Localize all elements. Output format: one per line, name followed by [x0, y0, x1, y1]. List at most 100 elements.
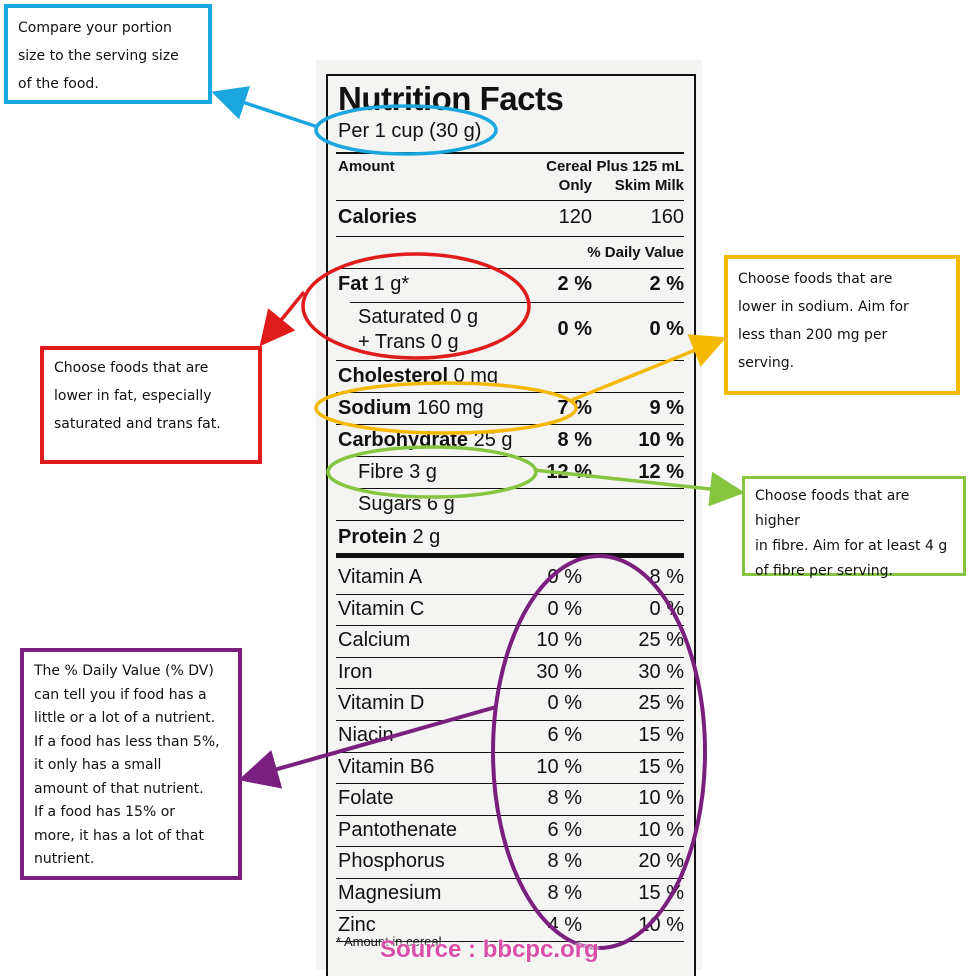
callout-line: If a food has 15% or	[34, 804, 176, 820]
col1-header-2: Only	[558, 177, 592, 194]
vitamin-milk-value: 10 %	[638, 818, 684, 841]
vitamin-name: Phosphorus	[338, 850, 445, 873]
sodium-callout: Choose foods that are lower in sodium. Ai…	[724, 255, 960, 395]
protein-row: Protein 2 g	[338, 526, 440, 549]
carbohydrate-amount: 25 g	[473, 429, 513, 451]
vitamin-cereal-value: 8 %	[547, 882, 582, 904]
vitamin-name: Iron	[338, 660, 373, 683]
carbohydrate-cereal: 8 %	[557, 429, 592, 451]
vitamin-cereal-value: 10 %	[536, 755, 582, 778]
callout-line: in fibre. Aim for at least 4 g	[755, 538, 948, 554]
divider	[336, 720, 684, 721]
serving-arrow	[211, 86, 319, 129]
vitamin-milk-value: 10 %	[638, 913, 684, 936]
divider	[336, 909, 684, 911]
divider	[336, 200, 684, 201]
serving-highlight	[314, 104, 498, 156]
callout-line: little or a lot of a nutrient.	[34, 710, 216, 726]
callout-line: nutrient.	[34, 851, 95, 867]
divider	[336, 593, 684, 595]
divider	[350, 302, 684, 303]
dv-callout: The % Daily Value (% DV) can tell you if …	[20, 648, 242, 880]
divider	[336, 236, 684, 237]
vitamin-milk-value: 25 %	[638, 629, 684, 652]
vitamin-name: Vitamin A	[338, 566, 423, 588]
divider	[336, 152, 684, 154]
fat-arrow	[259, 290, 306, 347]
nutrition-label: Nutrition Facts Per 1 cup (30 g) Amount …	[316, 60, 702, 976]
carbohydrate-milk: 10 %	[638, 429, 684, 451]
divider	[336, 520, 684, 521]
source-credit: Source : bbcpc.org	[380, 936, 599, 963]
callout-line: amount of that nutrient.	[34, 780, 204, 797]
vitamin-name: Zinc	[338, 913, 376, 936]
fibre-arrow	[533, 468, 745, 507]
fat-amount: 1 g*	[373, 273, 410, 295]
callout-line: Choose foods that are	[54, 360, 209, 376]
fat-highlight	[301, 252, 531, 360]
vitamin-milk-value: 15 %	[638, 755, 684, 778]
calories-label: Calories	[338, 206, 417, 228]
callout-line: can tell you if food has a	[34, 686, 207, 703]
sodium-arrow	[571, 334, 727, 402]
fat-row: Fat 1 g*	[338, 273, 409, 296]
vitamin-name: Magnesium	[338, 882, 442, 904]
callout-line: saturated and trans fat.	[54, 416, 221, 432]
vitamin-milk-value: 20 %	[638, 850, 684, 873]
daily-value-header: % Daily Value	[587, 244, 684, 261]
vitamin-cereal-value: 6 %	[547, 724, 582, 746]
calories-milk: 160	[650, 206, 684, 228]
vitamin-cereal-value: 8 %	[547, 850, 582, 873]
fibre-highlight	[326, 445, 538, 499]
callout-line: lower in sodium. Aim for	[738, 299, 909, 315]
fat-milk: 2 %	[649, 273, 684, 295]
callout-line: Compare your portion	[18, 20, 172, 36]
saturated-cereal: 0 %	[557, 318, 592, 340]
fibre-cereal: 12 %	[546, 461, 592, 483]
vitamin-name: Vitamin B6	[338, 755, 435, 778]
callout-line: Choose foods that are higher	[755, 488, 910, 529]
sodium-milk: 9 %	[649, 397, 684, 419]
sodium-amount: 160 mg	[416, 397, 484, 419]
sodium-highlight	[314, 381, 578, 435]
fat-label: Fat	[338, 273, 368, 295]
divider	[336, 688, 684, 690]
fibre-callout: Choose foods that are higher in fibre. Ai…	[742, 476, 966, 579]
divider	[336, 783, 684, 785]
vitamin-milk-value: 10 %	[638, 787, 684, 810]
saturated-label-2: + Trans 0 g	[358, 331, 459, 353]
divider	[336, 268, 684, 269]
vitamin-name: Calcium	[338, 629, 411, 652]
callout-line: Choose foods that are	[738, 271, 893, 287]
callout-line: less than 200 mg per	[738, 327, 888, 343]
vitamin-name: Folate	[338, 787, 394, 810]
sodium-label: Sodium	[338, 397, 412, 419]
dv-arrow	[238, 705, 497, 789]
nutrition-label-panel: Nutrition Facts Per 1 cup (30 g) Amount …	[326, 74, 696, 976]
vitamin-cereal-value: 0 %	[547, 692, 582, 715]
calories-cereal: 120	[558, 206, 592, 228]
col2-header-1: Plus 125 mL	[596, 158, 684, 175]
vitamin-name: Pantothenate	[338, 818, 457, 841]
vitamin-milk-value: 8 %	[649, 566, 684, 588]
callout-line: The % Daily Value (% DV)	[34, 663, 214, 679]
divider	[336, 656, 684, 658]
footnote: * Amount in cereal	[336, 934, 442, 949]
vitamin-cereal-value: 6 %	[547, 818, 582, 841]
saturated-label-1: Saturated 0 g	[358, 306, 479, 328]
callout-line: of the food.	[18, 76, 99, 92]
divider	[336, 814, 684, 816]
dv-highlight	[491, 554, 707, 950]
divider	[336, 625, 684, 627]
vitamin-milk-value: 25 %	[638, 692, 684, 715]
saturated-milk: 0 %	[649, 318, 684, 340]
vitamin-cereal-value: 0 %	[547, 597, 582, 620]
fibre-milk: 12 %	[638, 461, 684, 483]
vitamin-name: Vitamin D	[338, 692, 425, 715]
sodium-row: Sodium 160 mg	[338, 397, 484, 420]
fibre-label: Fibre 3 g	[358, 461, 437, 483]
callout-line: If a food has less than 5%,	[34, 733, 220, 750]
callout-line: serving.	[738, 355, 795, 371]
divider	[350, 488, 684, 489]
